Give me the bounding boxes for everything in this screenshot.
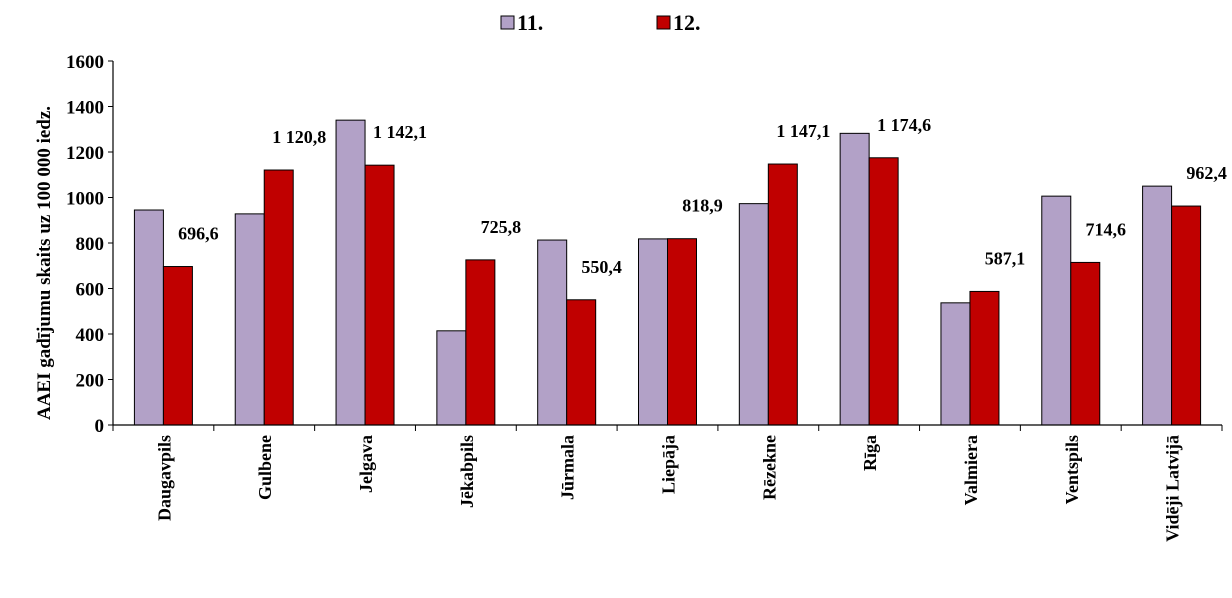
data-label: 714,6 (1086, 219, 1127, 239)
bar-s11 (1041, 195, 1072, 426)
y-tick-label: 0 (95, 416, 105, 437)
data-label: 962,4 (1186, 163, 1227, 183)
data-label: 818,9 (682, 196, 723, 216)
bar-s11 (1142, 185, 1173, 426)
y-tick-label: 1600 (66, 52, 104, 73)
y-tick-label: 800 (76, 234, 105, 255)
data-label: 587,1 (985, 248, 1026, 268)
bar-s12 (263, 169, 294, 426)
bar-s12 (1070, 261, 1101, 426)
y-tick-label: 1000 (66, 189, 104, 210)
bar-s11 (839, 132, 870, 426)
bar-s12 (868, 157, 899, 426)
y-tick-label: 200 (76, 371, 105, 392)
bars (133, 119, 1202, 426)
x-tick-label: Jēkabpils (457, 435, 477, 508)
y-tick-label: 600 (76, 280, 105, 301)
data-labels: 696,6 1 120,8 1 142,1 725,8 550,4 818,9 1 147,… (178, 115, 1227, 277)
bar-s11 (234, 213, 265, 426)
data-label: 725,8 (481, 217, 522, 237)
x-tick-label: Gulbene (255, 435, 275, 500)
x-tick-label: Jūrmala (558, 435, 578, 500)
data-label: 696,6 (178, 224, 219, 244)
bar-s12 (364, 164, 395, 426)
y-axis-label: AAEI gadījumu skaits uz 100 000 iedz. (34, 106, 55, 420)
x-tick-label: Daugavpils (154, 435, 174, 521)
data-label: 1 142,1 (373, 122, 427, 142)
legend-label: 11. (517, 10, 543, 35)
x-tick-label: Rēzekne (759, 435, 779, 500)
y-tick-label: 400 (76, 325, 105, 346)
data-label: 1 174,6 (877, 115, 931, 135)
legend: 11. 12. (500, 10, 701, 35)
x-tick-label: Jelgava (356, 435, 376, 493)
bar-s11 (335, 119, 366, 426)
legend-label: 12. (673, 10, 701, 35)
legend-swatch (656, 15, 671, 30)
bar-s12 (767, 163, 798, 426)
data-label: 550,4 (581, 257, 622, 277)
data-label: 1 120,8 (272, 127, 326, 147)
bar-s12 (667, 238, 697, 426)
bar-s11 (638, 238, 668, 426)
data-label: 1 147,1 (776, 121, 830, 141)
y-tick-label: 1200 (66, 143, 104, 164)
x-tick-label: Ventspils (1062, 435, 1082, 504)
x-axis-ticks: Daugavpils Gulbene Jelgava Jēkabpils Jūrmala… (112, 425, 1223, 542)
bar-s11 (133, 209, 164, 426)
x-tick-label: Rīga (860, 435, 880, 471)
bar-s11 (738, 203, 769, 426)
bar-s11 (436, 330, 467, 426)
x-tick-label: Valmiera (961, 435, 981, 505)
axes (112, 61, 1222, 426)
y-tick-label: 1400 (66, 98, 104, 119)
bar-s11 (537, 239, 568, 426)
bar-s12 (1171, 205, 1202, 426)
bar-s11 (940, 302, 971, 426)
x-tick-label: Vidēji Latvijā (1163, 435, 1183, 542)
bar-s12 (465, 259, 496, 426)
y-axis-ticks: 0 200 400 600 800 1000 1200 1400 1600 (66, 52, 113, 437)
bar-s12 (162, 266, 193, 426)
x-tick-label: Liepāja (659, 435, 679, 494)
bar-s12 (566, 299, 597, 426)
bar-s12 (969, 290, 1000, 426)
legend-swatch (500, 15, 515, 30)
